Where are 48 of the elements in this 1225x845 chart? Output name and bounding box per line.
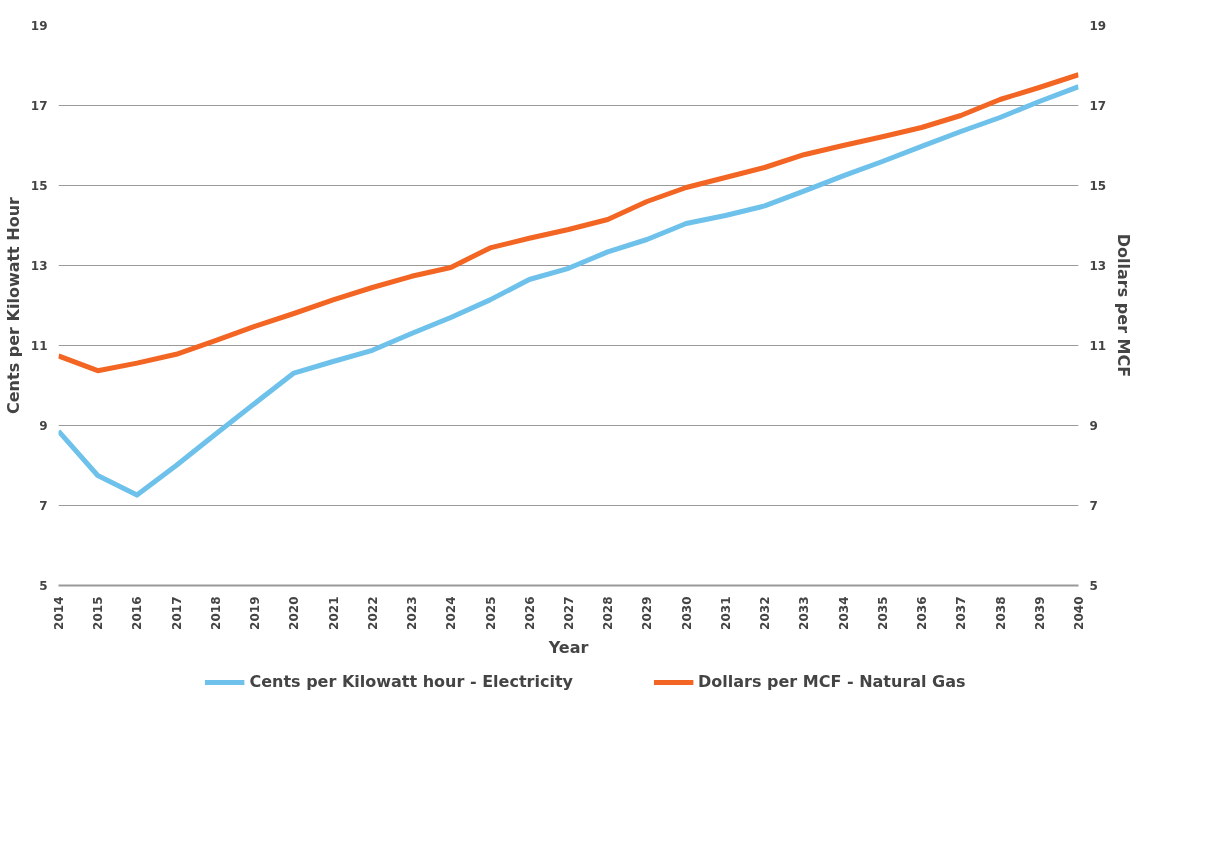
y2-tick-label: 5 [1089, 579, 1098, 593]
y-tick-label: 5 [39, 579, 48, 593]
y-tick-label: 13 [30, 259, 48, 273]
x-tick-label: 2016 [130, 596, 145, 630]
x-tick-label: 2021 [326, 596, 341, 630]
x-tick-label: 2028 [601, 596, 616, 630]
x-tick-label: 2022 [365, 596, 380, 630]
x-tick-label: 2023 [405, 596, 420, 630]
x-tick-label: 2038 [993, 596, 1008, 630]
x-tick-label: 2025 [483, 596, 498, 630]
legend-label: Dollars per MCF - Natural Gas [697, 672, 966, 691]
y-tick-label: 11 [30, 339, 48, 353]
y2-tick-label: 7 [1089, 499, 1098, 513]
y-tick-label: 19 [30, 19, 48, 33]
x-tick-label: 2027 [562, 596, 576, 630]
y2-tick-label: 9 [1089, 419, 1098, 433]
y2-axis-title: Dollars per MCF [1114, 233, 1134, 378]
y2-tick-label: 17 [1089, 99, 1107, 113]
x-tick-label: 2030 [679, 596, 694, 630]
y2-tick-label: 19 [1089, 19, 1107, 33]
x-tick-label: 2026 [522, 596, 537, 630]
x-tick-label: 2034 [836, 596, 851, 630]
y2-tick-label: 11 [1089, 339, 1107, 353]
x-tick-label: 2035 [875, 596, 890, 630]
y-tick-label: 17 [30, 99, 48, 113]
x-tick-label: 2018 [208, 596, 223, 630]
x-tick-label: 2024 [444, 596, 459, 630]
x-tick-label: 2017 [169, 596, 184, 630]
x-tick-label: 2037 [954, 596, 969, 630]
legend-label: Cents per Kilowatt hour - Electricity [249, 672, 573, 691]
x-axis-title: Year [547, 637, 589, 657]
x-tick-label: 2014 [52, 596, 66, 630]
x-tick-label: 2036 [915, 596, 930, 630]
x-tick-label: 2019 [248, 596, 263, 630]
y-axis-title: Cents per Kilowatt Hour [3, 196, 23, 414]
x-tick-label: 2039 [1032, 596, 1047, 630]
y-tick-label: 9 [39, 419, 48, 433]
x-tick-label: 2040 [1072, 596, 1086, 630]
x-tick-label: 2033 [797, 596, 812, 630]
y2-tick-label: 13 [1089, 259, 1107, 273]
x-tick-label: 2015 [91, 596, 106, 630]
y2-tick-label: 15 [1089, 179, 1107, 193]
x-tick-label: 2020 [287, 596, 302, 630]
y-tick-label: 15 [30, 179, 48, 193]
x-tick-label: 2031 [718, 596, 733, 630]
x-tick-label: 2029 [640, 596, 655, 630]
y-tick-label: 7 [39, 499, 48, 513]
x-tick-label: 2032 [758, 596, 773, 630]
